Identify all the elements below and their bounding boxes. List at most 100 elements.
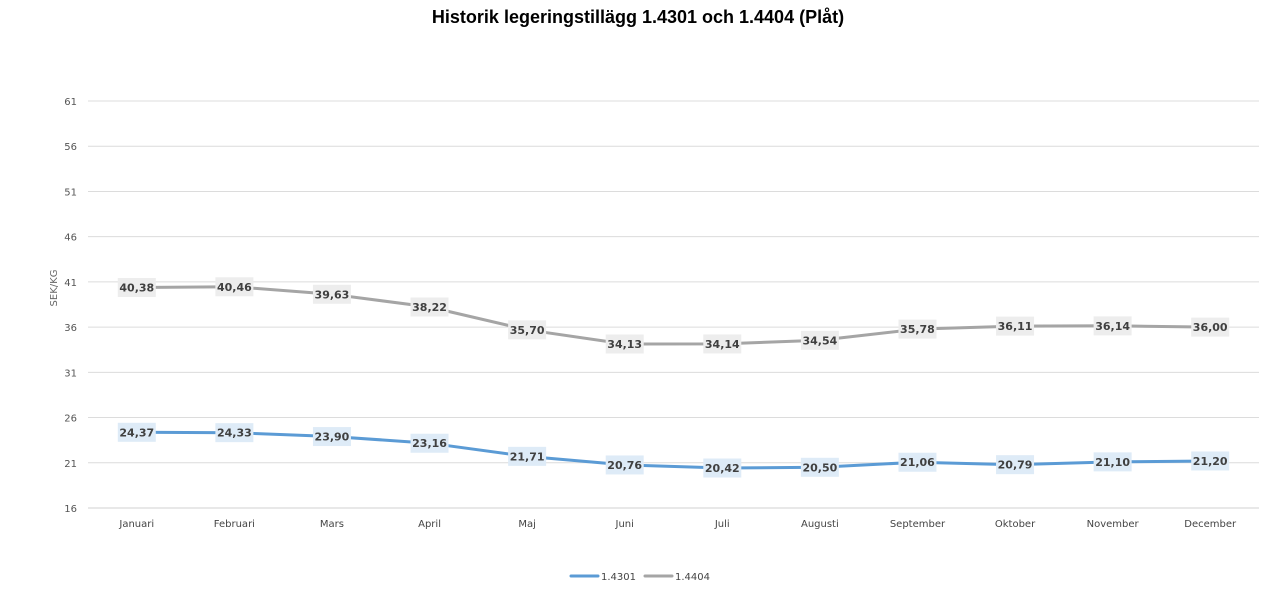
y-tick-label: 16 <box>64 504 77 515</box>
data-label: 20,76 <box>605 455 644 475</box>
legend-item-1.4301: 1.4301 <box>569 572 636 583</box>
x-tick-label: Juni <box>615 519 634 530</box>
y-tick-label: 21 <box>64 459 77 470</box>
data-label-text: 21,06 <box>900 456 935 469</box>
data-label-text: 36,00 <box>1193 321 1228 334</box>
data-label-text: 20,50 <box>802 461 837 474</box>
gridlines <box>88 100 1259 509</box>
data-label: 23,16 <box>410 433 449 453</box>
x-tick-label: Mars <box>320 519 344 530</box>
data-label-text: 21,10 <box>1095 456 1130 469</box>
data-label-text: 36,11 <box>998 320 1033 333</box>
data-label-text: 23,90 <box>315 431 350 444</box>
data-label: 36,14 <box>1093 316 1132 336</box>
data-label: 21,71 <box>508 446 547 466</box>
data-label-box <box>996 316 1035 336</box>
data-label: 36,00 <box>1191 317 1230 337</box>
data-label-box <box>1191 317 1230 337</box>
x-tick-label: November <box>1087 519 1140 530</box>
x-axis-ticks: Januari Februari Mars April Maj Juni Juli Augus… <box>118 519 1237 530</box>
series-lines <box>135 285 1212 470</box>
x-tick-label: September <box>890 519 946 530</box>
legend-label: 1.4301 <box>601 572 636 583</box>
data-label-box <box>312 427 351 447</box>
data-label-box <box>703 334 742 354</box>
data-label: 35,70 <box>508 320 547 340</box>
y-tick-label: 46 <box>64 233 77 244</box>
legend-label: 1.4404 <box>675 572 710 583</box>
data-label: 24,37 <box>117 422 156 442</box>
y-tick-label: 31 <box>64 368 77 379</box>
data-label-box <box>508 320 547 340</box>
data-label-text: 34,54 <box>802 334 837 347</box>
data-label-box <box>1093 452 1132 472</box>
y-tick-label: 41 <box>64 278 77 289</box>
data-label-box <box>605 455 644 475</box>
data-label-box <box>215 277 254 297</box>
y-tick-label: 26 <box>64 414 77 425</box>
legend-item-1.4404: 1.4404 <box>643 572 710 583</box>
data-label: 39,63 <box>312 284 351 304</box>
data-label: 24,33 <box>215 423 254 443</box>
data-label-text: 35,70 <box>510 324 545 337</box>
data-label: 34,13 <box>605 334 644 354</box>
data-label: 20,79 <box>996 455 1035 475</box>
data-label: 20,50 <box>800 457 839 477</box>
data-label: 38,22 <box>410 297 449 317</box>
data-label-box <box>215 423 254 443</box>
data-label-box <box>117 277 156 297</box>
data-label: 20,42 <box>703 458 742 478</box>
x-tick-label: April <box>418 519 441 530</box>
data-label-text: 24,37 <box>119 426 154 439</box>
data-label: 40,38 <box>117 277 156 297</box>
data-label-box <box>410 433 449 453</box>
data-label-text: 20,42 <box>705 462 740 475</box>
data-label-text: 34,13 <box>607 338 642 351</box>
data-labels: 24,37 24,33 23,90 23,16 21,71 20,76 20,42 20,50… <box>117 277 1230 478</box>
y-tick-label: 61 <box>64 97 77 108</box>
x-tick-label: December <box>1184 519 1237 530</box>
y-tick-label: 51 <box>64 187 77 198</box>
data-label-text: 21,71 <box>510 450 545 463</box>
data-label: 34,54 <box>800 330 839 350</box>
y-axis-ticks: 16 21 26 31 36 41 46 51 56 61 <box>64 97 77 515</box>
data-label-box <box>1191 451 1230 471</box>
data-label-box <box>508 446 547 466</box>
data-label-box <box>703 458 742 478</box>
data-label-box <box>898 319 937 339</box>
data-label-box <box>605 334 644 354</box>
data-label: 21,20 <box>1191 451 1230 471</box>
data-label: 23,90 <box>312 427 351 447</box>
data-label-box <box>312 284 351 304</box>
data-label-text: 39,63 <box>315 288 350 301</box>
x-tick-label: Oktober <box>995 519 1036 530</box>
data-label: 34,14 <box>703 334 742 354</box>
data-label-box <box>996 455 1035 475</box>
data-label-text: 36,14 <box>1095 320 1130 333</box>
data-label: 36,11 <box>996 316 1035 336</box>
data-label-box <box>410 297 449 317</box>
x-tick-label: Februari <box>214 519 255 530</box>
x-tick-label: Juli <box>714 519 730 530</box>
y-axis-label: SEK/KG <box>49 270 60 307</box>
series-line-1.4404 <box>135 285 1212 346</box>
data-label-text: 35,78 <box>900 323 935 336</box>
data-label-box <box>1093 316 1132 336</box>
x-tick-label: Maj <box>518 519 536 530</box>
y-tick-label: 36 <box>64 323 77 334</box>
data-label-text: 40,38 <box>119 281 154 294</box>
data-label: 21,06 <box>898 452 937 472</box>
data-label-box <box>800 330 839 350</box>
chart-title: Historik legeringstillägg 1.4301 och 1.4… <box>431 7 845 27</box>
data-label: 35,78 <box>898 319 937 339</box>
data-label-text: 20,76 <box>607 459 642 472</box>
data-label-text: 21,20 <box>1193 455 1228 468</box>
data-label-text: 34,14 <box>705 338 740 351</box>
data-label: 21,10 <box>1093 452 1132 472</box>
data-label-text: 24,33 <box>217 427 252 440</box>
data-label-box <box>800 457 839 477</box>
data-label: 40,46 <box>215 277 254 297</box>
data-label-text: 20,79 <box>998 459 1033 472</box>
y-tick-label: 56 <box>64 142 77 153</box>
